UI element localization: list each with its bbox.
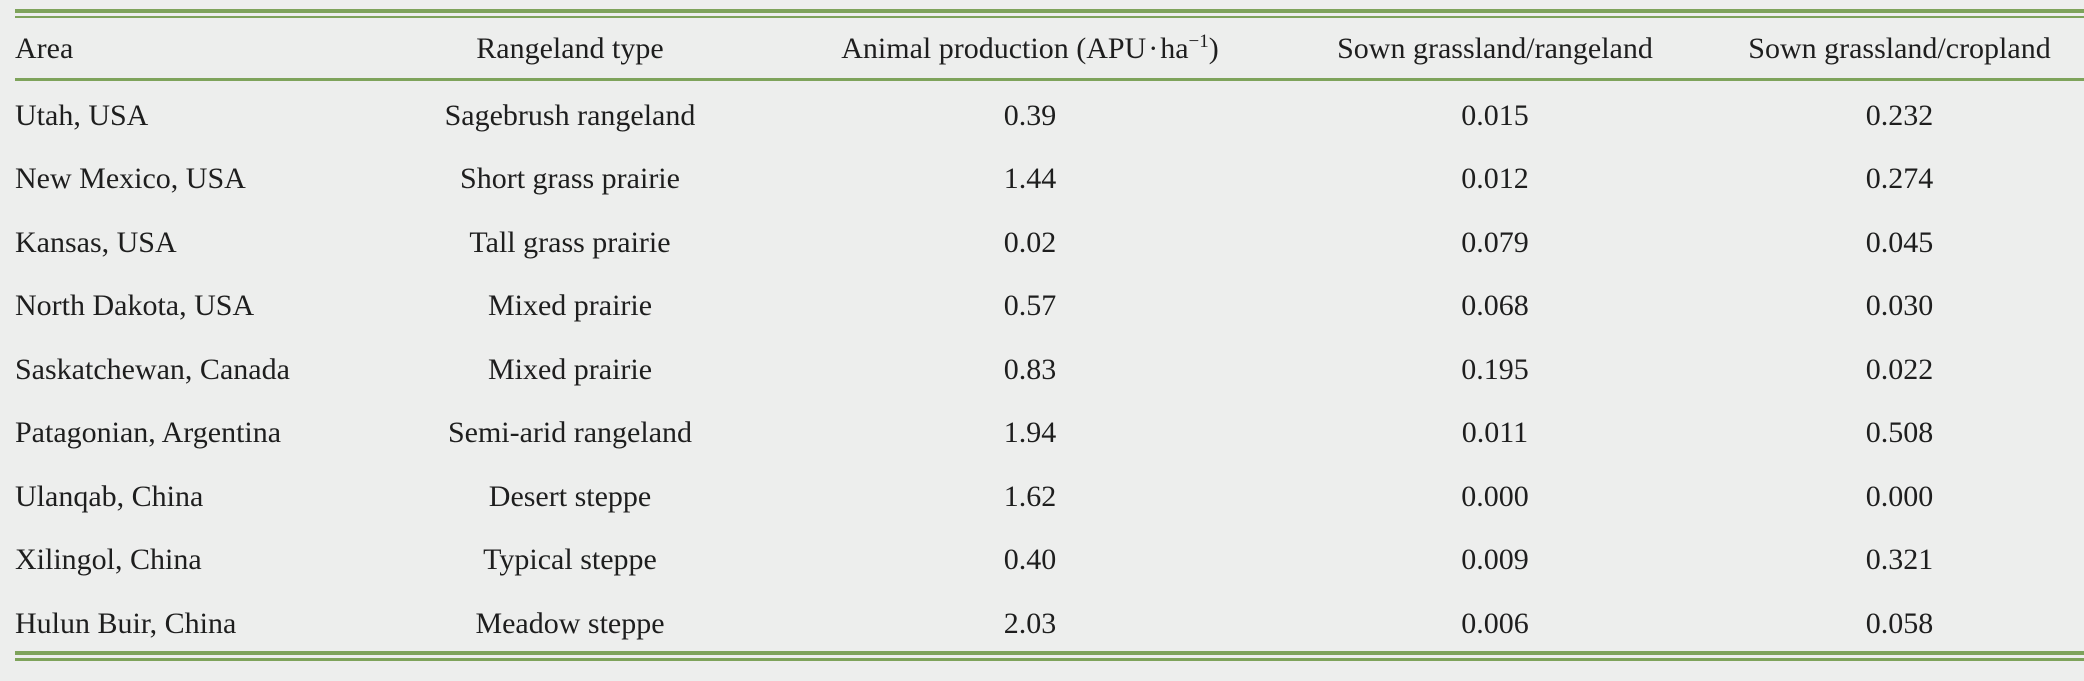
cell-sown-cropland: 0.274 <box>1865 162 1934 196</box>
table-row: New Mexico, USA Short grass prairie 1.44… <box>15 148 2084 212</box>
table-row: Utah, USA Sagebrush rangeland 0.39 0.015… <box>15 80 2084 148</box>
cell-rangeland-type: Short grass prairie <box>460 162 680 196</box>
cell-area: Utah, USA <box>15 98 149 132</box>
header-sown-rangeland: Sown grassland/rangeland <box>1337 32 1653 65</box>
cell-area: Hulun Buir, China <box>15 606 237 640</box>
header-unit-prefix: (APU <box>1076 32 1147 65</box>
cell-sown-rangeland: 0.195 <box>1461 352 1529 386</box>
cell-area: Patagonian, Argentina <box>15 416 282 450</box>
cell-sown-rangeland: 0.015 <box>1461 98 1529 132</box>
header-animal-production-label: Animal production <box>841 32 1069 65</box>
cell-rangeland-type: Desert steppe <box>488 479 652 513</box>
cell-animal-production: 1.44 <box>1003 162 1057 196</box>
cell-sown-rangeland: 0.068 <box>1461 289 1529 323</box>
bottom-rule <box>15 651 2084 655</box>
cell-animal-production: 0.40 <box>1003 543 1057 577</box>
cell-sown-cropland: 0.058 <box>1865 606 1934 640</box>
cell-animal-production: 0.83 <box>1003 352 1057 386</box>
cell-sown-rangeland: 0.009 <box>1461 543 1529 577</box>
cell-animal-production: 1.62 <box>1003 479 1057 513</box>
top-rule <box>15 9 2084 13</box>
table-row: Hulun Buir, China Meadow steppe 2.03 0.0… <box>15 592 2084 656</box>
table-row: Ulanqab, China Desert steppe 1.62 0.000 … <box>15 465 2084 529</box>
table-row: Xilingol, China Typical steppe 0.40 0.00… <box>15 529 2084 593</box>
cell-area: Saskatchewan, Canada <box>15 352 290 386</box>
header-unit-dot: · <box>1148 32 1159 65</box>
bottom-rule-thin <box>15 658 2084 661</box>
table-row: Patagonian, Argentina Semi-arid rangelan… <box>15 402 2084 466</box>
cell-animal-production: 2.03 <box>1003 606 1057 640</box>
cell-rangeland-type: Tall grass prairie <box>469 225 671 259</box>
top-rule-thin <box>15 16 2084 18</box>
header-sown-cropland: Sown grassland/cropland <box>1748 32 2051 65</box>
cell-sown-cropland: 0.022 <box>1865 352 1934 386</box>
cell-rangeland-type: Mixed prairie <box>487 289 653 323</box>
cell-animal-production: 0.57 <box>1003 289 1057 323</box>
header-unit-suffix: ) <box>1208 32 1219 65</box>
cell-sown-rangeland: 0.006 <box>1461 606 1529 640</box>
header-row: Area Rangeland type Animal production (A… <box>15 18 2084 80</box>
cell-sown-cropland: 0.321 <box>1865 543 1934 577</box>
cell-animal-production: 0.39 <box>1003 98 1057 132</box>
header-area: Area <box>15 32 74 65</box>
cell-rangeland-type: Semi-arid rangeland <box>447 416 693 450</box>
header-animal-production: Animal production (APU·ha−1) <box>785 18 1275 80</box>
cell-sown-rangeland: 0.000 <box>1461 479 1529 513</box>
header-unit-ha: ha <box>1160 32 1189 65</box>
cell-sown-rangeland: 0.079 <box>1461 225 1529 259</box>
cell-rangeland-type: Mixed prairie <box>487 352 653 386</box>
cell-sown-rangeland: 0.012 <box>1461 162 1529 196</box>
cell-animal-production: 1.94 <box>1003 416 1057 450</box>
cell-sown-rangeland: 0.011 <box>1461 416 1529 450</box>
cell-sown-cropland: 0.000 <box>1865 479 1934 513</box>
table-row: Saskatchewan, Canada Mixed prairie 0.83 … <box>15 338 2084 402</box>
cell-area: North Dakota, USA <box>15 289 255 323</box>
cell-area: Kansas, USA <box>15 225 177 259</box>
table-header: Area Rangeland type Animal production (A… <box>15 18 2084 80</box>
cell-sown-cropland: 0.508 <box>1865 416 1934 450</box>
cell-sown-cropland: 0.045 <box>1865 225 1934 259</box>
table-row: North Dakota, USA Mixed prairie 0.57 0.0… <box>15 275 2084 339</box>
cell-area: Xilingol, China <box>15 543 202 577</box>
cell-area: New Mexico, USA <box>15 162 246 196</box>
header-rule <box>15 78 2084 81</box>
cell-rangeland-type: Meadow steppe <box>475 606 665 640</box>
cell-rangeland-type: Sagebrush rangeland <box>444 98 696 132</box>
header-rangeland-type: Rangeland type <box>476 32 664 65</box>
header-unit-exponent: −1 <box>1188 31 1209 52</box>
cell-area: Ulanqab, China <box>15 479 204 513</box>
table-body: Utah, USA Sagebrush rangeland 0.39 0.015… <box>15 80 2084 656</box>
cell-sown-cropland: 0.232 <box>1865 98 1934 132</box>
cell-animal-production: 0.02 <box>1003 225 1057 259</box>
cell-rangeland-type: Typical steppe <box>483 543 657 577</box>
cell-sown-cropland: 0.030 <box>1865 289 1934 323</box>
table-row: Kansas, USA Tall grass prairie 0.02 0.07… <box>15 211 2084 275</box>
data-table: Area Rangeland type Animal production (A… <box>15 18 2084 656</box>
